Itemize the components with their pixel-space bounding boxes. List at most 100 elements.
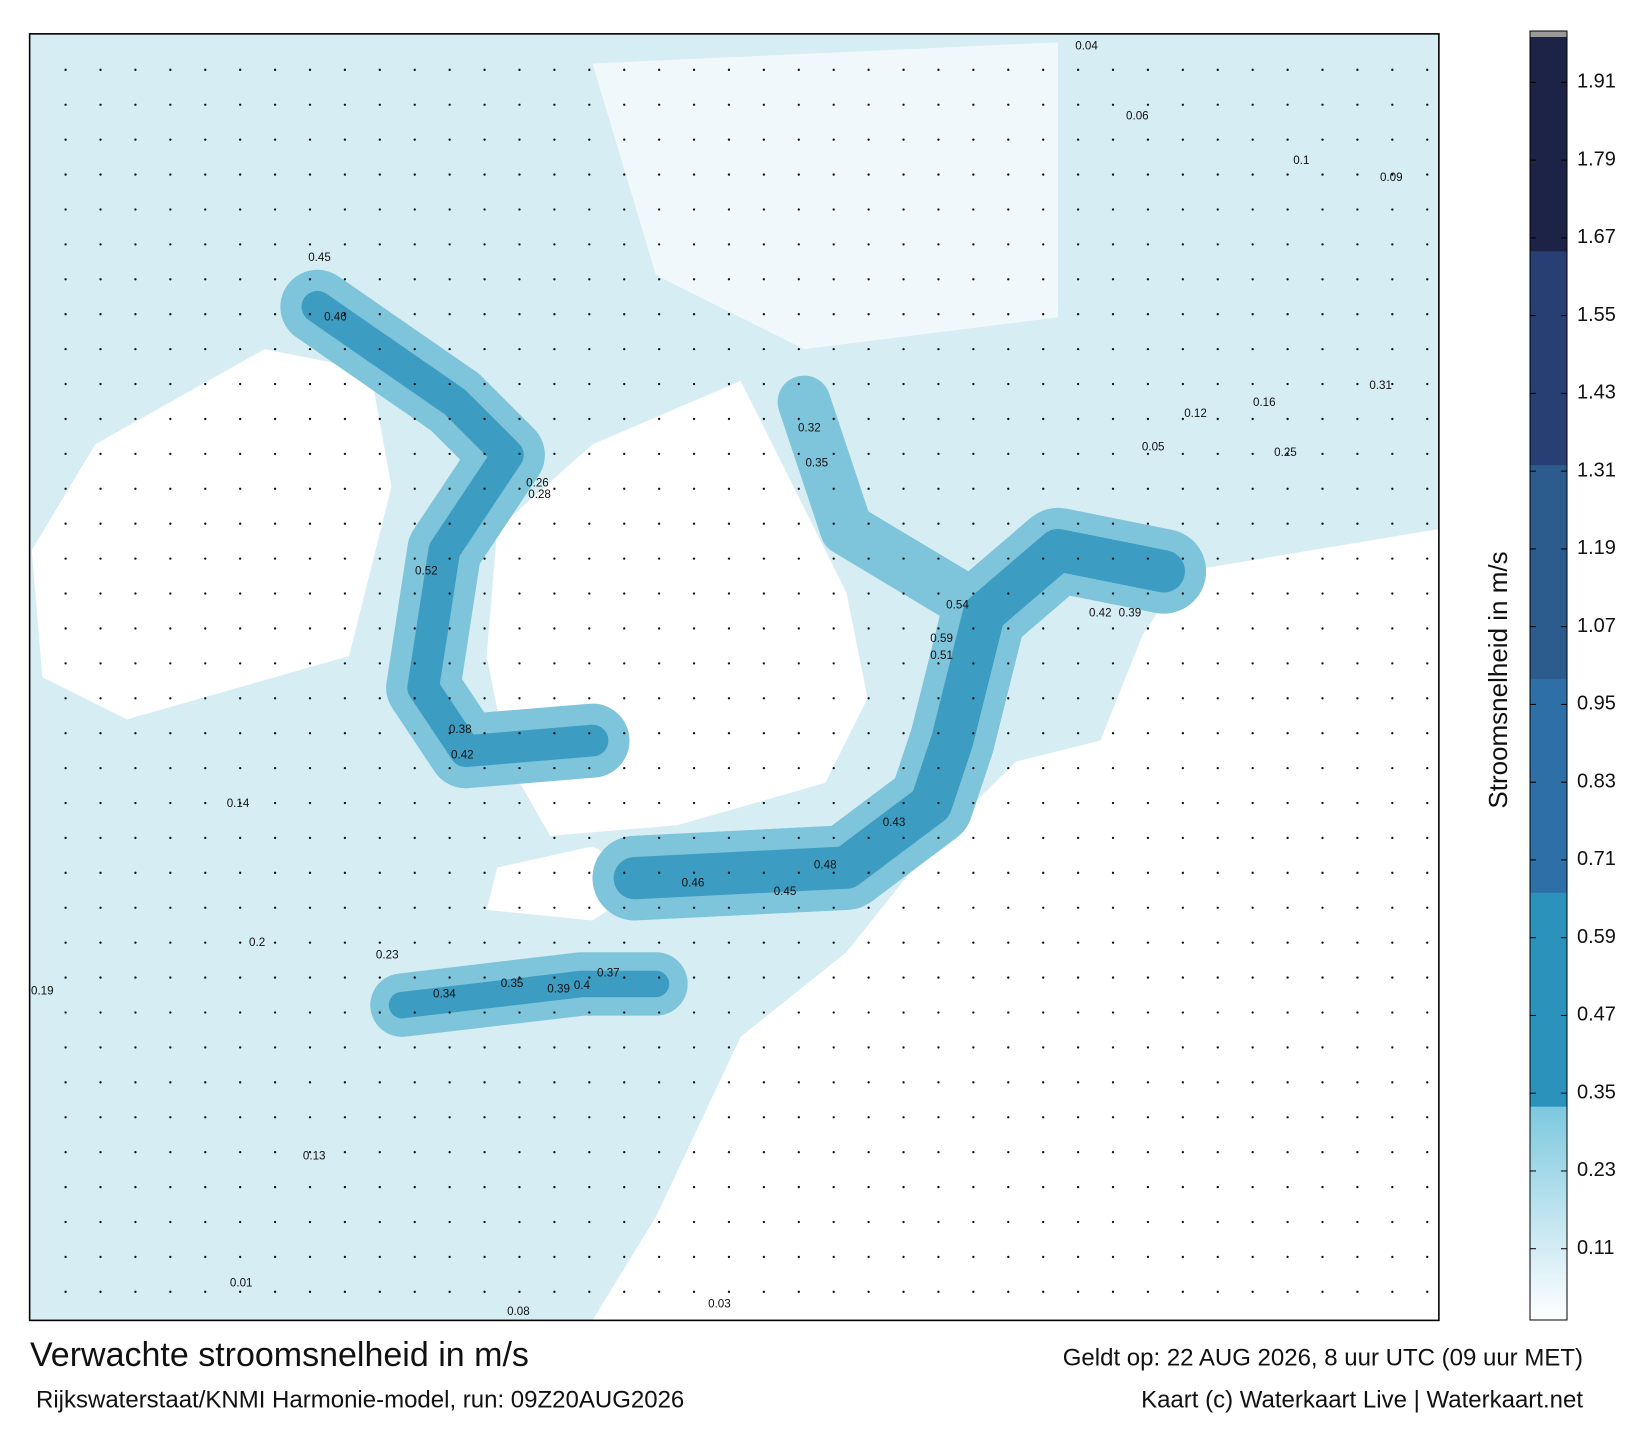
speed-label: 0.12 [1184, 407, 1207, 420]
grid-dot [413, 1046, 416, 1049]
grid-dot [902, 1220, 905, 1224]
grid-dot [1391, 522, 1394, 525]
grid-dot [1391, 1011, 1394, 1014]
grid-dot [483, 592, 486, 595]
grid-dot [832, 1150, 835, 1154]
grid-dot [1216, 836, 1219, 840]
grid-dot [1391, 557, 1394, 560]
grid-dot [483, 941, 486, 944]
speed-label: 0.4 [574, 979, 591, 992]
grid-dot [902, 836, 905, 840]
grid-dot [1146, 1255, 1150, 1259]
grid-dot [1321, 1220, 1324, 1224]
grid-dot [1356, 173, 1359, 176]
grid-dot [448, 976, 451, 979]
grid-dot [902, 1011, 905, 1014]
grid-dot [1042, 452, 1045, 456]
grid-dot [867, 208, 870, 211]
grid-dot [867, 138, 870, 141]
grid-dot [273, 1046, 277, 1049]
grid-dot [413, 732, 416, 735]
grid-dot [1426, 1185, 1429, 1189]
grid-dot [553, 243, 556, 246]
grid-dot [623, 836, 626, 840]
grid-dot [972, 1081, 975, 1084]
grid-dot [692, 1116, 696, 1119]
grid-dot [448, 592, 451, 595]
grid-dot [623, 801, 626, 805]
grid-dot [483, 1185, 486, 1189]
grid-dot [239, 1011, 242, 1014]
grid-dot [972, 732, 975, 735]
grid-dot [1111, 906, 1115, 909]
grid-dot [832, 1185, 835, 1189]
grid-dot [1426, 732, 1429, 735]
grid-dot [553, 1150, 556, 1154]
valid-time: Geldt op: 22 AUG 2026, 8 uur UTC (09 uur… [1063, 1344, 1583, 1371]
grid-dot [483, 732, 486, 735]
grid-dot [1391, 68, 1394, 71]
grid-dot [1321, 313, 1324, 316]
grid-dot [204, 1220, 207, 1224]
grid-dot [169, 1290, 172, 1293]
grid-dot [1356, 1116, 1359, 1119]
grid-dot [727, 382, 731, 386]
grid-dot [1391, 1185, 1394, 1189]
grid-dot [308, 1220, 312, 1224]
grid-dot [1251, 1255, 1254, 1259]
grid-dot [204, 68, 207, 71]
grid-dot [1146, 592, 1150, 595]
channels [280, 269, 1207, 1037]
grid-dot [308, 557, 312, 560]
grid-dot [64, 1116, 67, 1119]
grid-dot [692, 138, 696, 141]
grid-dot [553, 68, 556, 71]
grid-dot [1076, 906, 1080, 909]
grid-dot [378, 103, 381, 106]
grid-dot [1391, 278, 1394, 281]
grid-dot [99, 836, 102, 840]
grid-dot [1111, 417, 1115, 421]
speed-label: 0.45 [308, 251, 331, 264]
grid-dot [378, 941, 381, 944]
grid-dot [483, 208, 486, 211]
grid-dot [832, 697, 835, 700]
grid-dot [1286, 697, 1289, 700]
grid-dot [1426, 68, 1429, 71]
grid-dot [588, 1046, 591, 1049]
grid-dot [64, 801, 67, 805]
colorbar-tick-label: 1.43 [1577, 382, 1616, 404]
grid-dot [239, 1116, 242, 1119]
grid-dot [239, 278, 242, 281]
grid-dot [134, 1150, 137, 1154]
grid-dot [448, 1290, 451, 1293]
grid-dot [797, 417, 800, 421]
grid-dot [1216, 173, 1219, 176]
grid-dot [413, 1150, 416, 1154]
grid-dot [1111, 452, 1115, 456]
grid-dot [797, 1150, 800, 1154]
grid-dot [1321, 906, 1324, 909]
grid-dot [64, 103, 67, 106]
grid-dot [1426, 1081, 1429, 1084]
grid-dot [1042, 243, 1045, 246]
grid-dot [448, 1046, 451, 1049]
grid-dot [902, 1255, 905, 1259]
grid-dot [657, 278, 661, 281]
grid-dot [1146, 278, 1150, 281]
grid-dot [1426, 836, 1429, 840]
grid-dot [343, 452, 347, 456]
grid-dot [99, 278, 102, 281]
grid-dot [1286, 138, 1289, 141]
grid-dot [1251, 208, 1254, 211]
grid-dot [1076, 1081, 1080, 1084]
grid-dot [657, 836, 661, 840]
grid-dot [308, 243, 312, 246]
grid-dot [1216, 208, 1219, 211]
grid-dot [99, 487, 102, 490]
grid-dot [134, 382, 137, 386]
grid-dot [1007, 976, 1010, 979]
grid-dot [308, 487, 312, 490]
grid-dot [483, 103, 486, 106]
